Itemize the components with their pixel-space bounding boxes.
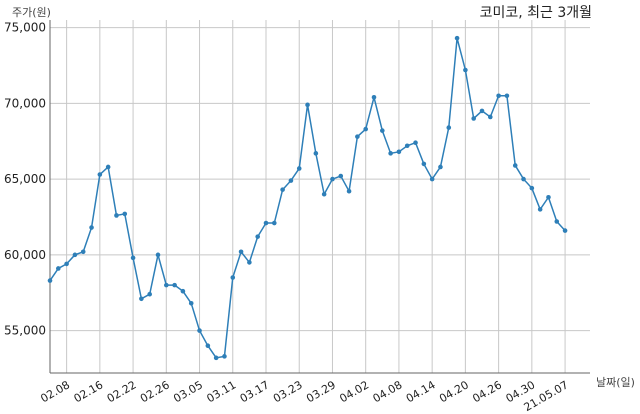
data-point	[496, 93, 501, 99]
data-point	[105, 164, 111, 170]
data-point	[155, 252, 161, 258]
grid-layer	[50, 20, 590, 373]
data-point	[188, 301, 194, 306]
data-point	[346, 188, 352, 194]
data-point	[247, 260, 252, 265]
data-point	[429, 176, 435, 182]
data-point	[454, 35, 460, 41]
data-point	[554, 219, 560, 224]
x-tick-label: 04.20	[437, 378, 471, 405]
chart-title: 코미코, 최근 3개월	[480, 5, 592, 21]
data-point	[313, 151, 319, 156]
data-point	[255, 234, 260, 239]
data-point	[380, 128, 385, 133]
data-point	[438, 164, 443, 170]
y-tick-label: 75,000	[4, 21, 46, 35]
x-tick-label: 03.17	[238, 378, 272, 405]
x-tick-label: 03.11	[204, 378, 238, 405]
data-point	[89, 225, 94, 230]
data-point	[413, 140, 418, 146]
data-point	[164, 282, 169, 288]
x-tick-label: 02.26	[138, 378, 172, 405]
axis-layer	[49, 20, 590, 374]
x-tick-label: 04.14	[404, 378, 438, 405]
data-point	[147, 291, 152, 297]
data-point	[463, 67, 468, 73]
data-point	[280, 187, 285, 192]
data-point	[471, 116, 476, 121]
data-point	[180, 288, 186, 294]
y-tick-label: 65,000	[4, 172, 46, 186]
data-point	[512, 163, 518, 168]
data-point	[488, 114, 493, 120]
x-tick-labels: 02.08 02.16 02.22 02.26 03.05 03.11 03.17 03.23…	[38, 378, 570, 414]
data-point	[97, 172, 103, 177]
x-tick-label: 04.02	[337, 378, 371, 405]
x-tick-label: 03.23	[271, 378, 305, 405]
y-tick-label: 60,000	[4, 248, 46, 262]
y-tick-labels: 55,000 60,000 65,000 70,000 75,000	[4, 21, 46, 338]
data-point	[222, 354, 227, 359]
x-tick-label: 04.08	[371, 378, 405, 405]
data-point	[139, 296, 144, 302]
data-point	[321, 191, 327, 197]
data-point	[288, 178, 294, 183]
data-point	[172, 282, 177, 288]
data-point	[371, 94, 377, 100]
x-tick-label: 03.05	[171, 378, 205, 405]
data-point	[396, 149, 402, 155]
data-point	[64, 261, 69, 267]
data-point	[130, 255, 136, 261]
x-axis-label: 날짜(일)	[596, 375, 635, 389]
data-point	[296, 166, 302, 171]
data-point	[72, 252, 78, 258]
data-point	[504, 93, 510, 99]
data-point	[197, 328, 202, 333]
data-point	[562, 228, 568, 233]
x-tick-label: 04.26	[470, 378, 504, 405]
data-point	[238, 249, 244, 255]
data-point	[56, 266, 61, 271]
data-point	[272, 220, 277, 226]
data-point	[521, 176, 526, 182]
series-layer	[49, 37, 566, 359]
y-tick-label: 70,000	[4, 96, 46, 110]
data-point	[263, 220, 269, 226]
x-tick-label: 02.22	[105, 378, 139, 405]
data-point	[305, 102, 310, 108]
x-tick-label: 02.16	[72, 378, 106, 405]
data-point	[355, 134, 360, 139]
data-point	[338, 173, 344, 179]
data-point	[205, 343, 211, 349]
data-point	[388, 151, 393, 156]
x-tick-label: 03.29	[304, 378, 338, 405]
data-point	[529, 185, 535, 191]
data-point	[363, 126, 368, 132]
series-line	[49, 37, 566, 359]
data-point	[230, 275, 236, 280]
data-point	[446, 125, 452, 130]
data-point	[537, 207, 543, 212]
data-point	[479, 108, 485, 114]
data-point	[546, 194, 551, 200]
data-point	[122, 211, 128, 217]
data-points	[47, 35, 568, 361]
data-point	[80, 249, 86, 255]
x-tick-label: 02.08	[38, 378, 72, 405]
data-point	[114, 213, 119, 218]
data-point	[404, 143, 410, 149]
y-axis-label: 주가(원)	[12, 6, 51, 19]
data-point	[47, 278, 53, 283]
data-point	[213, 355, 219, 361]
y-tick-label: 55,000	[4, 324, 46, 338]
data-point	[330, 176, 335, 182]
data-point	[421, 161, 427, 167]
